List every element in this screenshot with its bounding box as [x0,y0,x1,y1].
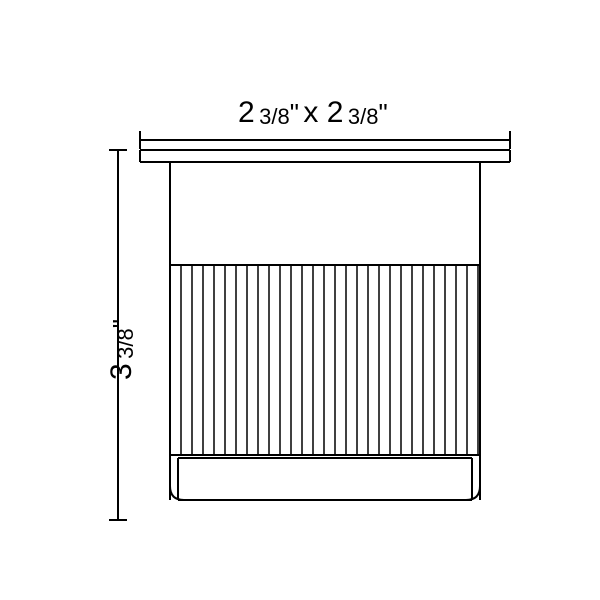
w1-frac: 3/8 [259,104,290,129]
width-depth-label: 2 3/8" x 2 3/8" [238,96,388,130]
drawing-svg [0,0,600,600]
w2-whole: 2 [327,96,344,129]
height-label: 3 3/8" [105,319,139,380]
h-whole: 3 [105,363,138,380]
sep: x [303,96,326,129]
w2-frac: 3/8 [348,104,379,129]
dimension-drawing: 2 3/8" x 2 3/8" 3 3/8" [0,0,600,600]
w2-unit: " [379,98,388,128]
h-frac: 3/8 [113,328,138,359]
w1-whole: 2 [238,96,255,129]
h-unit: " [107,319,137,328]
w1-unit: " [290,98,299,128]
